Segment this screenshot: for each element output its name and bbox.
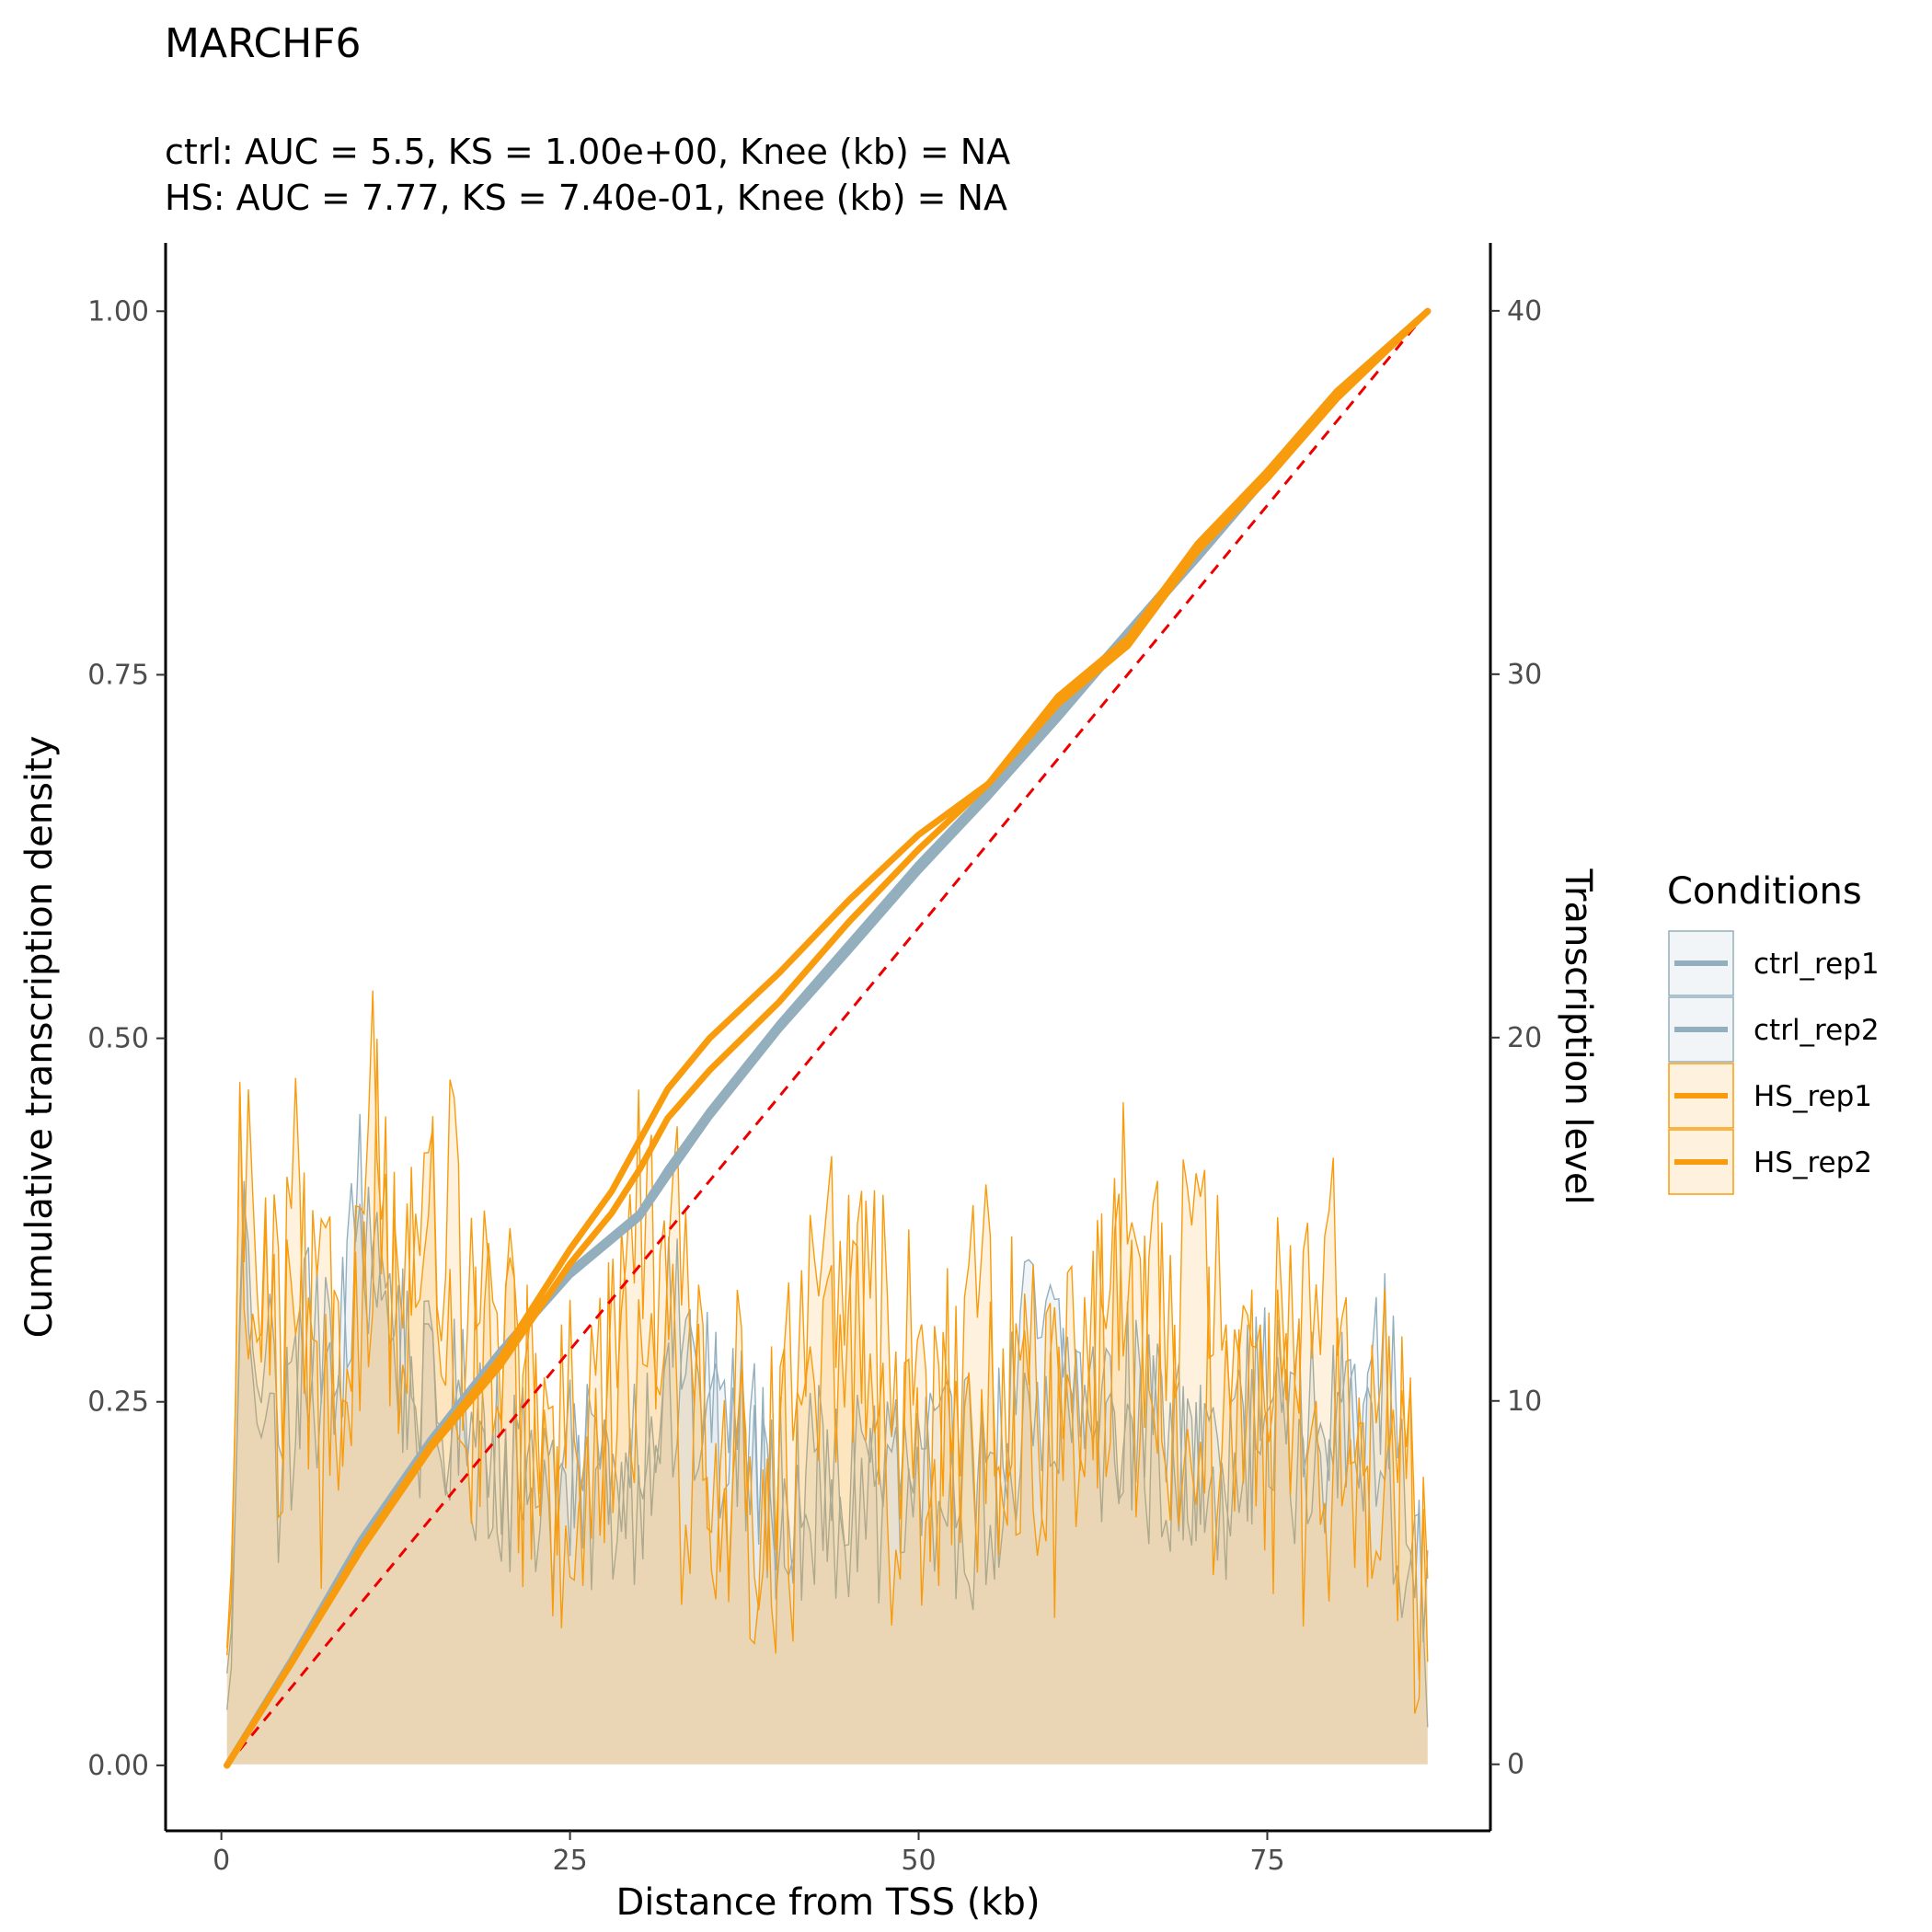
transcription-level-layer xyxy=(226,990,1429,1765)
legend: ctrl_rep1 ctrl_rep2 HS_rep1 HS_rep2 xyxy=(1668,930,1880,1195)
x-tick-label: 0 xyxy=(213,1845,230,1877)
level-line-HS_rep2 xyxy=(226,1038,1429,1714)
level-area-HS_rep2 xyxy=(226,1039,1428,1765)
level-area-ctrl_rep1 xyxy=(226,1180,1428,1765)
y-tick-label: 0.75 xyxy=(87,659,149,691)
legend-label-ctrl_rep2: ctrl_rep2 xyxy=(1754,1014,1880,1047)
legend-label-HS_rep1: HS_rep1 xyxy=(1754,1080,1872,1113)
chart-title: MARCHF6 xyxy=(165,20,362,67)
cumulative-density-layer xyxy=(224,307,1432,1769)
y2-axis-title: Transcription level xyxy=(1557,868,1599,1204)
y-tick-label: 0.00 xyxy=(87,1750,149,1782)
y-axis-ticks: 0.00 0.25 0.50 0.75 1.00 xyxy=(87,295,166,1782)
diagonal-reference-layer xyxy=(225,310,1429,1766)
y-tick-label: 0.50 xyxy=(87,1023,149,1055)
y2-tick-label: 20 xyxy=(1507,1022,1542,1054)
chart-subtitle-line-2: HS: AUC = 7.77, KS = 7.40e-01, Knee (kb)… xyxy=(165,178,1007,218)
legend-label-ctrl_rep1: ctrl_rep1 xyxy=(1754,948,1880,981)
x-tick-label: 25 xyxy=(552,1845,587,1877)
x-tick-label: 75 xyxy=(1249,1845,1284,1877)
level-line-ctrl_rep2 xyxy=(226,1113,1429,1728)
y-tick-label: 1.00 xyxy=(87,295,149,328)
y2-axis-ticks: 0 10 20 30 40 xyxy=(1490,295,1542,1781)
diagonal-reference-line xyxy=(225,310,1429,1766)
cumulative-line-HS_rep2 xyxy=(224,307,1432,1769)
y-axis-title: Cumulative transcription density xyxy=(18,736,61,1339)
y2-tick-label: 0 xyxy=(1507,1749,1524,1781)
legend-title: Conditions xyxy=(1667,870,1862,913)
x-tick-label: 50 xyxy=(901,1845,936,1877)
x-axis-ticks: 0 25 50 75 xyxy=(213,1831,1285,1877)
chart-subtitle-line-1: ctrl: AUC = 5.5, KS = 1.00e+00, Knee (kb… xyxy=(165,132,1010,172)
level-area-HS_rep1 xyxy=(226,990,1428,1765)
y2-tick-label: 30 xyxy=(1507,659,1542,691)
level-area-ctrl_rep2 xyxy=(226,1113,1428,1765)
legend-label-HS_rep2: HS_rep2 xyxy=(1754,1146,1872,1179)
y2-tick-label: 10 xyxy=(1507,1386,1542,1418)
y2-tick-label: 40 xyxy=(1507,295,1542,328)
x-axis-title: Distance from TSS (kb) xyxy=(615,1881,1040,1924)
y-tick-label: 0.25 xyxy=(87,1386,149,1419)
